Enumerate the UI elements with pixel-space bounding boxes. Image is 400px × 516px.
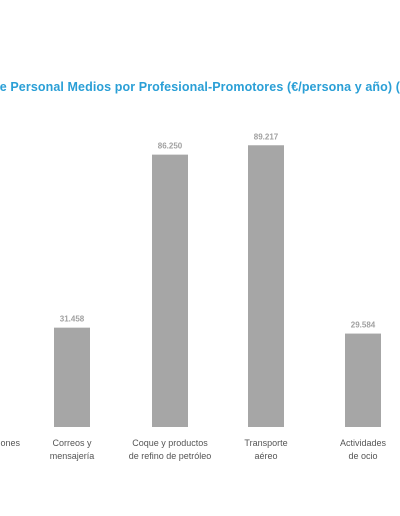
value-label-3: 89.217 [254, 132, 279, 141]
bar-4 [345, 333, 381, 427]
value-label-2: 86.250 [158, 142, 183, 151]
value-label-1: 31.458 [60, 315, 85, 324]
category-label-0: iones [0, 438, 21, 448]
value-label-4: 29.584 [351, 321, 376, 330]
category-label-4: Actividades de ocio [340, 438, 387, 461]
chart-title: de Personal Medios por Profesional-Promo… [0, 80, 400, 94]
category-labels-group: iones Correos y mensajería Coque y producto… [0, 438, 387, 461]
bars-group [54, 145, 381, 428]
category-label-1: Correos y mensajería [50, 438, 95, 461]
category-label-3: Transporte aéreo [244, 438, 287, 461]
bar-3 [248, 145, 284, 428]
value-labels-group: 31.458 86.250 89.217 29.584 [60, 132, 376, 329]
bar-1 [54, 327, 90, 427]
category-label-2: Coque y productos de refino de petróleo [129, 438, 212, 461]
bar-2 [152, 154, 188, 427]
